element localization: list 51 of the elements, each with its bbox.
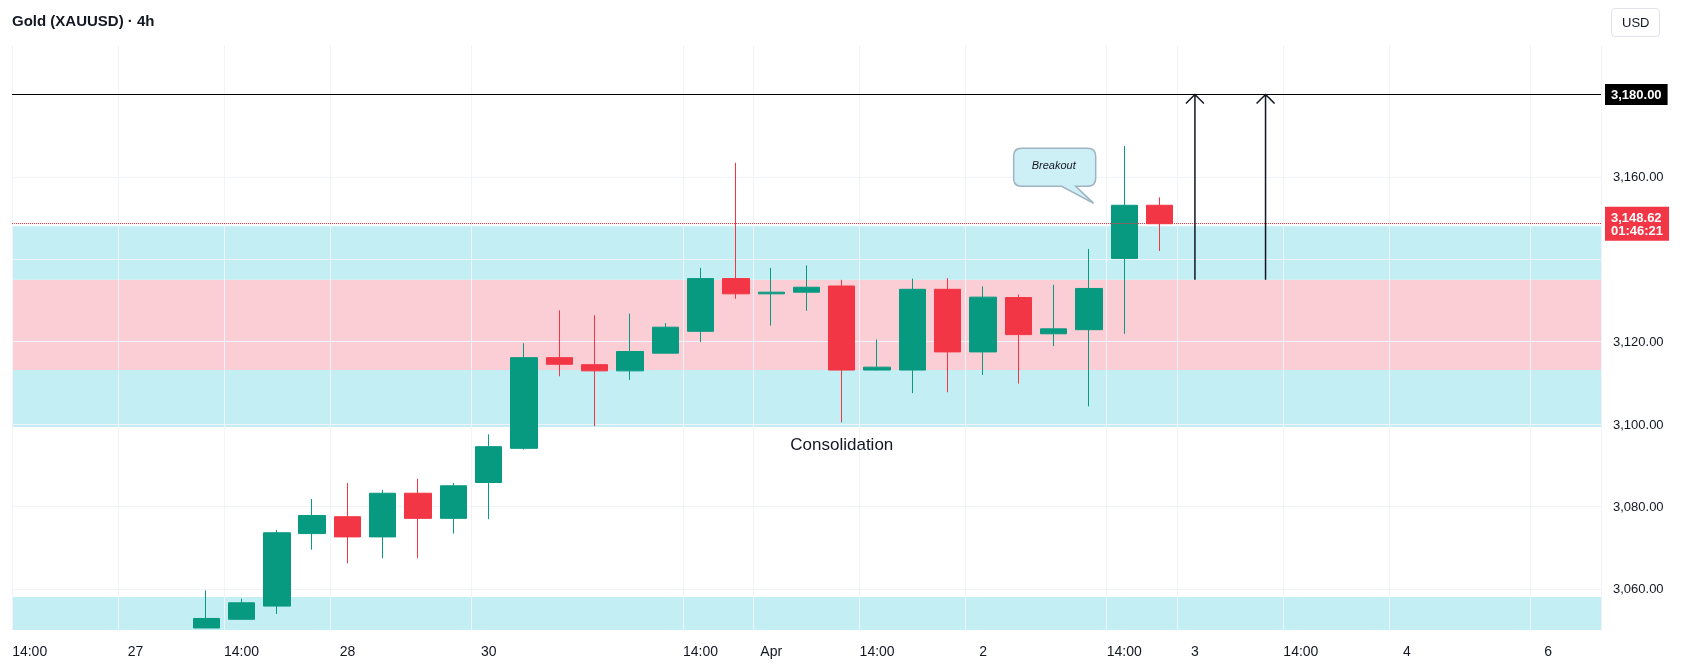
candlestick xyxy=(193,589,220,629)
x-tick-label: 30 xyxy=(480,643,497,659)
annotation: Consolidation xyxy=(790,435,894,456)
candlestick xyxy=(510,342,538,451)
y-tick-label: 3,080.00 xyxy=(1613,498,1664,514)
candlestick xyxy=(652,322,679,354)
candlestick xyxy=(1005,294,1032,385)
candlestick xyxy=(899,278,926,394)
x-tick-label: 14:00 xyxy=(1283,643,1319,659)
candlestick xyxy=(934,277,961,393)
candlestick xyxy=(228,598,255,620)
candlestick xyxy=(758,267,785,327)
annotation: Breakout xyxy=(1031,159,1076,172)
y-tick-label: 3,120.00 xyxy=(1613,334,1664,350)
candlestick xyxy=(334,482,361,564)
x-tick-label: 14:00 xyxy=(1106,643,1143,659)
candlestick xyxy=(369,489,396,559)
x-tick-label: 14:00 xyxy=(859,643,895,659)
candlestick xyxy=(546,309,573,377)
x-tick-label: 28 xyxy=(339,643,356,659)
y-axis-title: USD xyxy=(1611,8,1661,37)
candlestick xyxy=(687,267,714,343)
ref-line-label: 3,180.00 xyxy=(1611,86,1662,102)
x-tick-label: 27 xyxy=(127,643,144,659)
candlestick xyxy=(793,264,820,312)
candlestick xyxy=(440,482,467,535)
candlestick xyxy=(969,285,997,376)
x-tick-label: 3 xyxy=(1191,643,1200,659)
chart-title: Gold (XAUUSD) · 4h xyxy=(12,12,155,29)
x-tick-label: 14:00 xyxy=(12,643,48,659)
candlestick xyxy=(1075,248,1103,407)
candlestick xyxy=(475,433,502,520)
candlestick xyxy=(828,279,855,423)
candlestick xyxy=(263,529,291,615)
x-tick-label: 2 xyxy=(979,643,988,659)
y-tick-label: 3,100.00 xyxy=(1613,416,1664,432)
x-tick-label: Apr xyxy=(760,643,783,659)
candlestick xyxy=(298,498,326,551)
x-tick-label: 6 xyxy=(1544,643,1553,659)
candlestick xyxy=(616,313,644,381)
candlestick xyxy=(1040,284,1067,347)
candlestick xyxy=(863,339,891,371)
ref-line-label: 3,148.62 01:46:21 xyxy=(1611,209,1664,238)
x-tick-label: 14:00 xyxy=(224,643,260,659)
y-tick-label: 3,060.00 xyxy=(1613,581,1664,597)
x-tick-label: 14:00 xyxy=(683,643,719,659)
candlestick xyxy=(404,478,432,559)
y-tick-label: 3,160.00 xyxy=(1613,169,1664,185)
x-tick-label: 4 xyxy=(1402,643,1411,659)
candlestick xyxy=(581,314,608,427)
candlestick xyxy=(1111,145,1138,335)
